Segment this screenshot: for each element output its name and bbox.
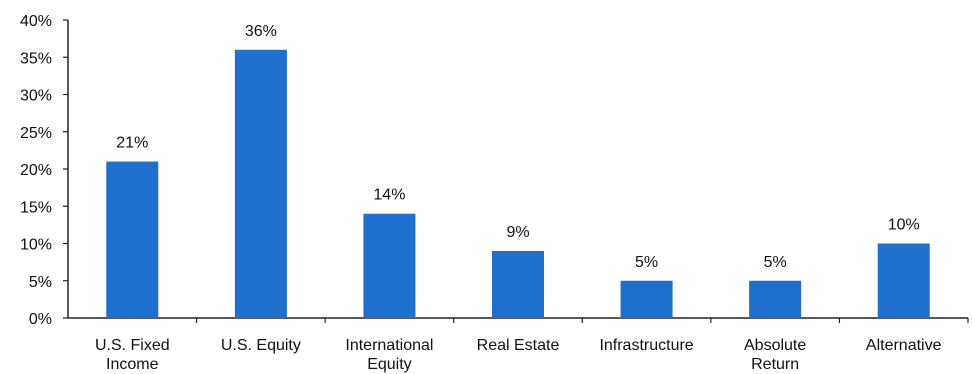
bar-data-label: 36% [245, 23, 277, 40]
y-tick-label: 10% [20, 237, 52, 254]
bar [749, 280, 802, 318]
bar [363, 213, 416, 318]
bar [620, 280, 673, 318]
category-label: U.S. Fixed Income [95, 337, 170, 373]
bars [106, 49, 930, 319]
category-label-line: Real Estate [477, 337, 560, 354]
category-label-line: International [345, 337, 433, 354]
bar-data-label: 5% [764, 254, 787, 271]
category-label: Infrastructure [599, 337, 693, 354]
category-label: U.S. Equity [221, 337, 301, 354]
bar [492, 250, 544, 318]
data-labels: 21% 36% 14% 9% 5% 5% 10% [116, 23, 919, 271]
y-tick-label: 0% [29, 311, 52, 328]
x-axis [68, 317, 969, 323]
category-label: Absolute Return [744, 337, 806, 373]
bar-data-label: 14% [373, 187, 405, 204]
y-axis: 0% 5% 10% 15% 20% 25% 30% 35% 40% [20, 13, 69, 328]
bar [106, 161, 159, 318]
bar [234, 49, 287, 319]
y-tick-label: 35% [20, 50, 52, 67]
y-tick-label: 20% [20, 162, 52, 179]
y-tick-label: 25% [20, 125, 52, 142]
category-label-line: U.S. Fixed [95, 337, 170, 354]
category-label-line: Absolute [744, 337, 806, 354]
category-label-line: U.S. Equity [221, 337, 301, 354]
bar-data-label: 10% [888, 217, 920, 234]
bar-data-label: 21% [116, 135, 148, 152]
category-label-line: Return [751, 356, 799, 373]
bar [877, 243, 930, 318]
category-label-line: Infrastructure [599, 337, 693, 354]
category-label: International Equity [345, 337, 433, 373]
bar-data-label: 9% [506, 224, 529, 241]
y-tick-label: 5% [29, 274, 52, 291]
y-tick-label: 15% [20, 199, 52, 216]
category-labels: U.S. Fixed Income U.S. Equity International… [95, 337, 942, 373]
y-tick-label: 30% [20, 88, 52, 105]
bar-data-label: 5% [635, 254, 658, 271]
category-label: Alternative [866, 337, 942, 354]
category-label-line: Alternative [866, 337, 942, 354]
category-label: Real Estate [477, 337, 560, 354]
category-label-line: Income [106, 356, 159, 373]
category-label-line: Equity [367, 356, 411, 373]
y-tick-label: 40% [20, 13, 52, 30]
